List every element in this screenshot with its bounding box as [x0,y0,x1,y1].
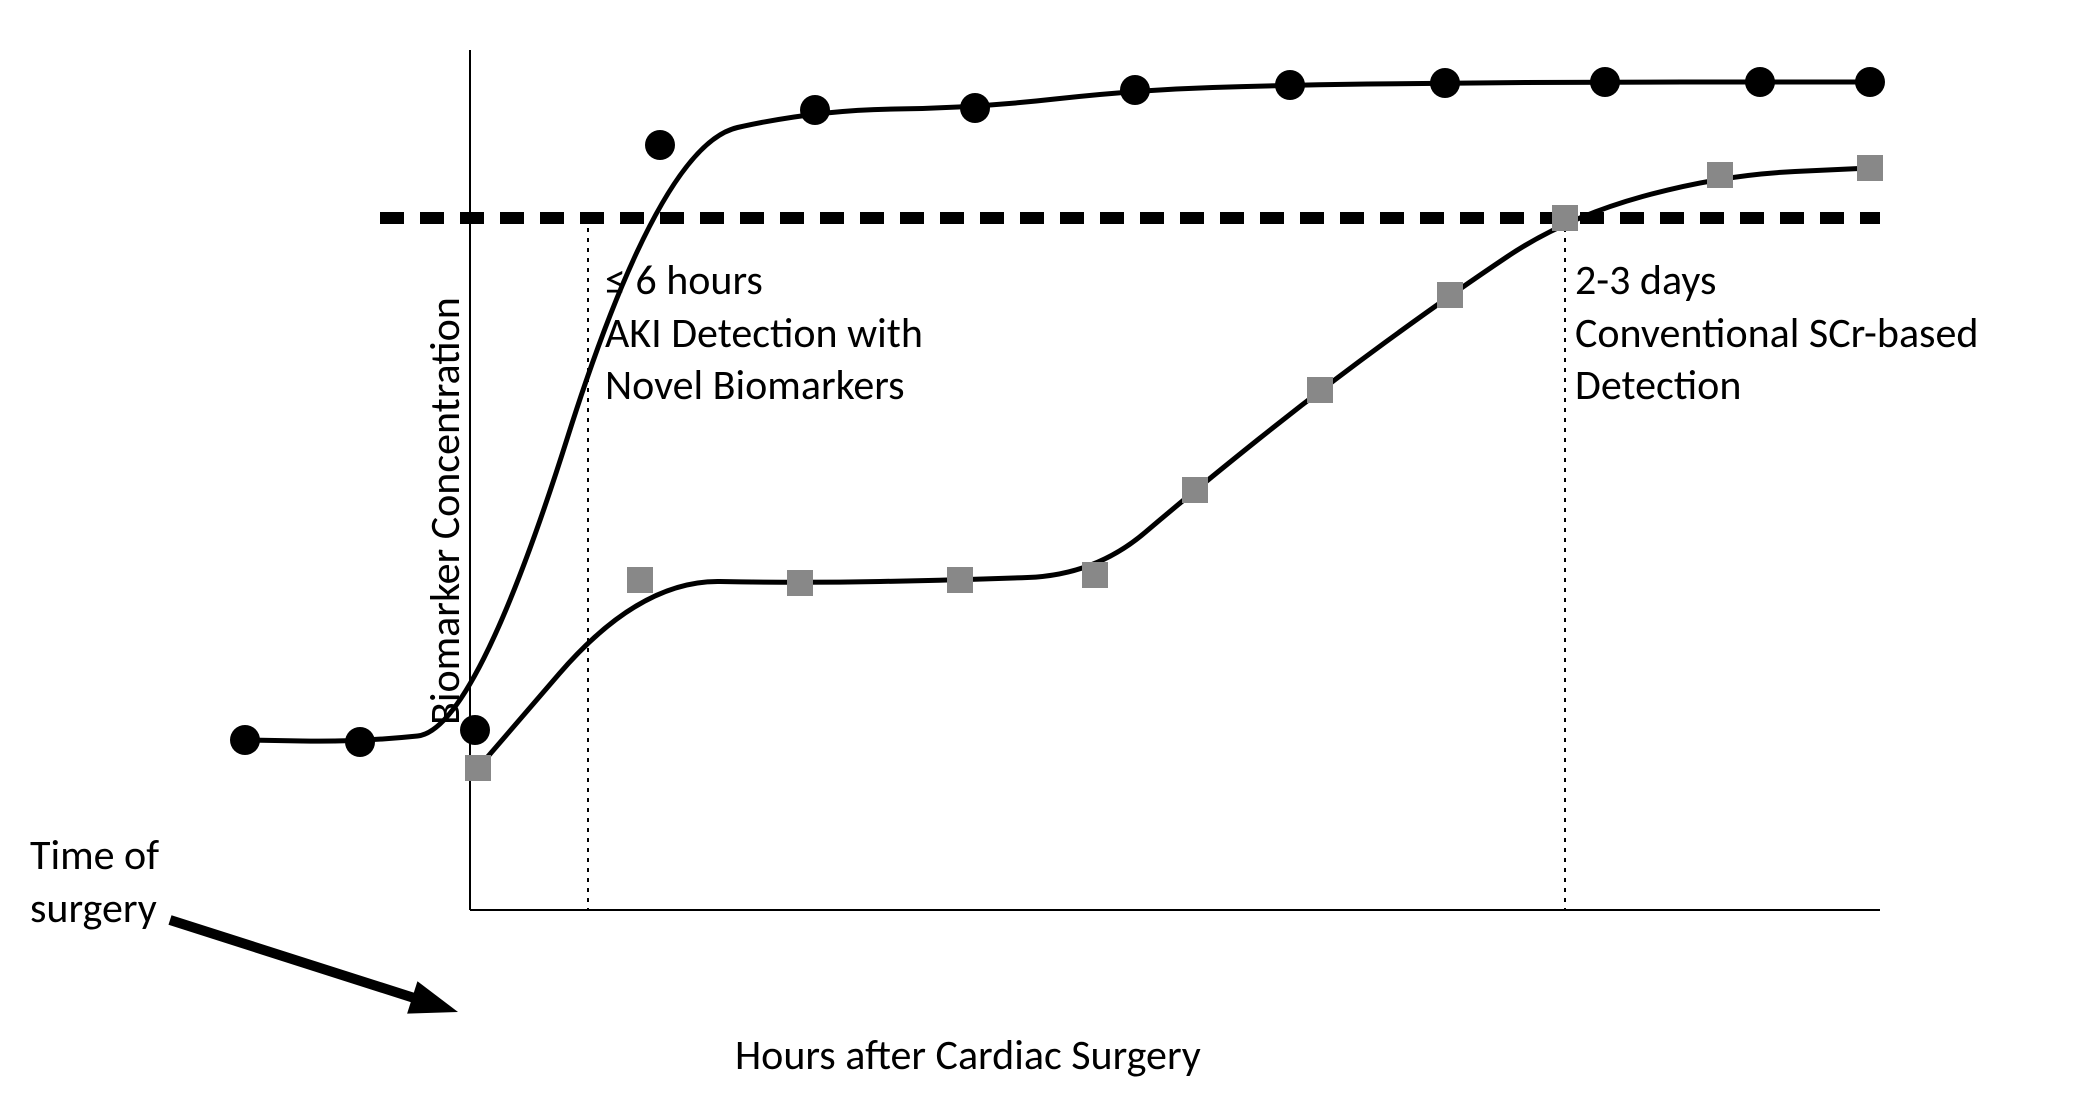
marker-scr-conventional [465,755,491,781]
marker-scr-conventional [1082,562,1108,588]
marker-novel-biomarkers [960,93,990,123]
marker-scr-conventional [1182,477,1208,503]
marker-scr-conventional [947,567,973,593]
marker-novel-biomarkers [1590,67,1620,97]
marker-scr-conventional [1437,282,1463,308]
marker-scr-conventional [1707,162,1733,188]
marker-scr-conventional [1552,205,1578,231]
marker-scr-conventional [1307,377,1333,403]
marker-novel-biomarkers [1120,75,1150,105]
marker-scr-conventional [787,570,813,596]
marker-scr-conventional [1857,155,1883,181]
marker-novel-biomarkers [1855,67,1885,97]
biomarker-chart [0,0,2100,1095]
y-axis-label: Biomarker Concentration [420,297,473,725]
scr-annotation: 2-3 days Conventional SCr-based Detectio… [1575,255,1978,413]
marker-novel-biomarkers [800,95,830,125]
novel-biomarker-annotation: ≤ 6 hours AKI Detection with Novel Bioma… [605,255,923,413]
marker-novel-biomarkers [1745,67,1775,97]
marker-scr-conventional [627,567,653,593]
marker-novel-biomarkers [1275,70,1305,100]
marker-novel-biomarkers [645,130,675,160]
marker-novel-biomarkers [1430,68,1460,98]
time-of-surgery-label: Time of surgery [30,830,159,935]
marker-novel-biomarkers [230,725,260,755]
marker-novel-biomarkers [345,727,375,757]
x-axis-label: Hours after Cardiac Surgery [735,1030,1201,1083]
